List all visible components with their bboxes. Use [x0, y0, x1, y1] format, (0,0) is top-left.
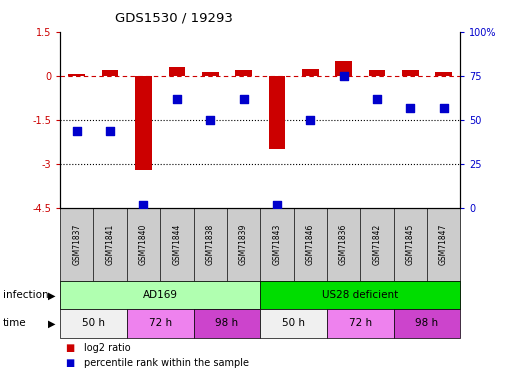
Bar [102, 70, 119, 76]
Bar [69, 75, 85, 76]
Point [206, 117, 214, 123]
Bar [335, 61, 352, 76]
Text: GSM71843: GSM71843 [272, 224, 281, 266]
Text: 72 h: 72 h [349, 318, 372, 328]
Text: ■: ■ [65, 343, 75, 353]
Text: percentile rank within the sample: percentile rank within the sample [84, 358, 248, 368]
Text: time: time [3, 318, 26, 328]
Bar [369, 70, 385, 76]
Bar [135, 76, 152, 170]
Point [406, 105, 414, 111]
Text: ▶: ▶ [48, 290, 55, 300]
Text: GSM71841: GSM71841 [106, 224, 115, 266]
Bar [302, 69, 319, 76]
Point [240, 96, 248, 102]
Text: GSM71842: GSM71842 [372, 224, 381, 266]
Text: infection: infection [3, 290, 48, 300]
Bar [435, 72, 452, 76]
Point [439, 105, 448, 111]
Point [306, 117, 314, 123]
Point [373, 96, 381, 102]
Text: GSM71847: GSM71847 [439, 224, 448, 266]
Text: 98 h: 98 h [215, 318, 238, 328]
Bar [235, 70, 252, 76]
Text: GSM71846: GSM71846 [306, 224, 315, 266]
Bar [268, 76, 285, 149]
Text: GSM71839: GSM71839 [239, 224, 248, 266]
Point [339, 73, 348, 79]
Point [139, 202, 147, 208]
Text: GSM71844: GSM71844 [173, 224, 181, 266]
Bar [202, 72, 219, 76]
Bar [168, 67, 185, 76]
Text: 72 h: 72 h [149, 318, 172, 328]
Text: GSM71840: GSM71840 [139, 224, 148, 266]
Text: GSM71837: GSM71837 [72, 224, 81, 266]
Text: 98 h: 98 h [415, 318, 438, 328]
Bar [402, 70, 418, 76]
Text: US28 deficient: US28 deficient [322, 290, 399, 300]
Point [272, 202, 281, 208]
Text: ■: ■ [65, 358, 75, 368]
Text: 50 h: 50 h [82, 318, 105, 328]
Point [73, 128, 81, 134]
Text: log2 ratio: log2 ratio [84, 343, 130, 353]
Text: GSM71836: GSM71836 [339, 224, 348, 266]
Point [173, 96, 181, 102]
Text: GSM71845: GSM71845 [406, 224, 415, 266]
Text: GDS1530 / 19293: GDS1530 / 19293 [115, 11, 233, 24]
Text: GSM71838: GSM71838 [206, 224, 214, 266]
Text: ▶: ▶ [48, 318, 55, 328]
Text: 50 h: 50 h [282, 318, 305, 328]
Point [106, 128, 115, 134]
Text: AD169: AD169 [143, 290, 178, 300]
